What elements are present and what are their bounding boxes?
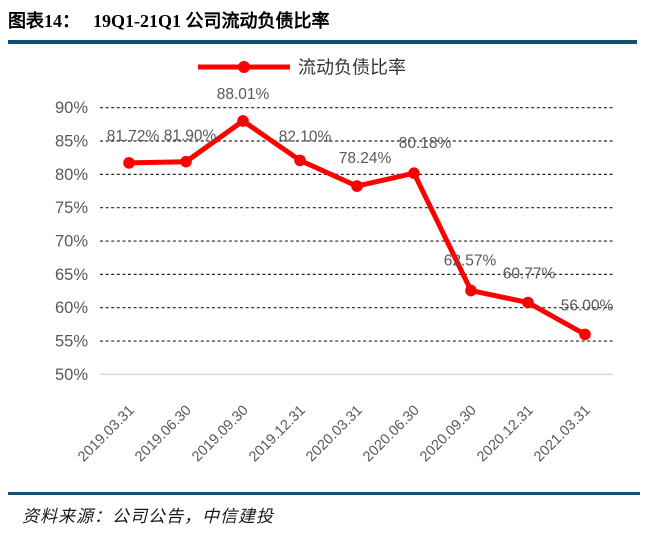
line-chart: 90%85%80%75%70%65%60%55%50%2019.03.31201… <box>55 58 614 466</box>
data-point <box>579 328 591 341</box>
y-tick-label: 50% <box>55 366 88 384</box>
y-tick-label: 70% <box>55 233 88 251</box>
data-point <box>351 180 363 192</box>
x-tick-label: 2020.12.31 <box>474 403 537 466</box>
data-point <box>123 157 135 169</box>
x-tick-label: 2019.06.30 <box>132 403 195 466</box>
x-tick-label: 2019.12.31 <box>246 403 309 466</box>
y-tick-label: 60% <box>55 299 88 317</box>
source-note: 资料来源：公司公告，中信建投 <box>22 507 274 526</box>
y-tick-label: 85% <box>55 133 88 151</box>
y-tick-label: 90% <box>55 99 88 117</box>
data-point <box>465 284 477 297</box>
data-point <box>180 155 192 168</box>
legend-marker-icon <box>238 61 250 73</box>
data-label: 81.90% <box>164 128 217 145</box>
figure-number-label: 图表14： <box>8 11 80 31</box>
data-label: 88.01% <box>217 86 270 103</box>
data-label: 60.77% <box>503 266 556 283</box>
data-label: 56.00% <box>561 297 614 314</box>
data-label: 80.18% <box>399 135 452 152</box>
figure-header: 图表14： 19Q1-21Q1 公司流动负债比率 <box>0 0 656 34</box>
y-tick-label: 80% <box>55 166 88 184</box>
figure-title: 19Q1-21Q1 公司流动负债比率 <box>93 11 330 31</box>
data-label: 78.24% <box>339 150 392 167</box>
legend-label: 流动负债比率 <box>298 58 406 78</box>
data-label: 81.72% <box>107 128 160 145</box>
y-tick-label: 65% <box>55 266 88 284</box>
x-tick-label: 2021.03.31 <box>531 403 594 466</box>
data-label: 62.57% <box>444 253 497 270</box>
x-tick-label: 2019.03.31 <box>75 403 138 466</box>
y-tick-label: 55% <box>55 333 88 351</box>
title-divider <box>8 40 637 44</box>
data-point <box>408 167 420 179</box>
x-tick-label: 2020.06.30 <box>360 403 423 466</box>
data-label: 82.10% <box>279 128 332 145</box>
y-tick-label: 75% <box>55 199 88 217</box>
data-point <box>237 115 249 127</box>
x-tick-label: 2020.03.31 <box>303 403 366 466</box>
x-tick-label: 2020.09.30 <box>417 403 480 466</box>
x-tick-label: 2019.09.30 <box>189 403 252 466</box>
data-point <box>294 154 306 167</box>
data-point <box>522 296 534 309</box>
footer-divider <box>8 492 640 495</box>
